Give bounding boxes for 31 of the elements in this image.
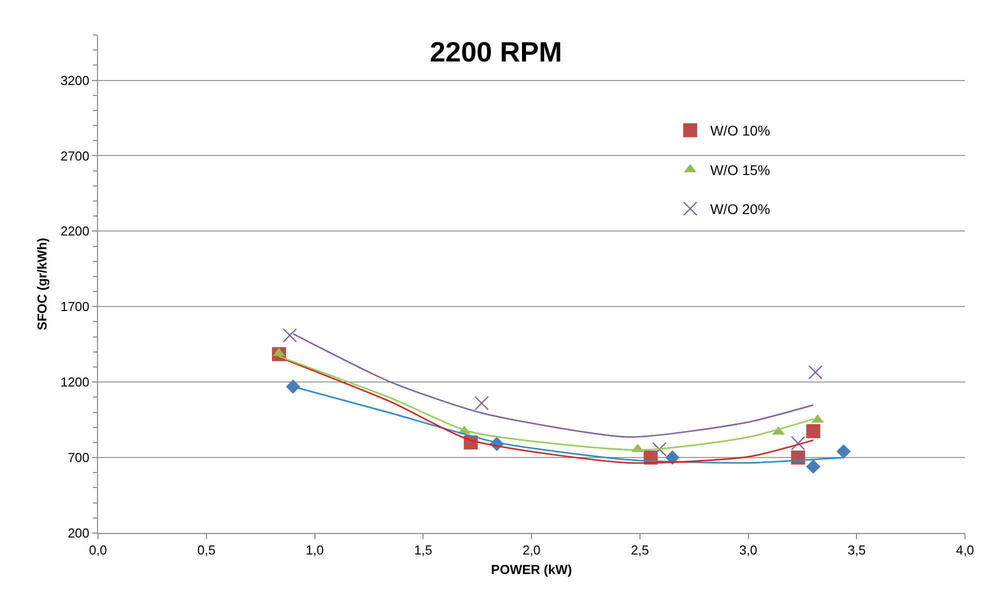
x-tick-label: 2,5: [630, 542, 649, 558]
point: [808, 365, 823, 380]
y-tick-label: 1200: [60, 374, 90, 390]
point: [790, 436, 806, 450]
x-axis-title: POWER (kW): [491, 562, 572, 578]
y-tick-label: 2200: [60, 224, 90, 239]
point: [474, 396, 489, 410]
y-tick-label: 2700: [60, 148, 90, 164]
x-tick-label: 3,5: [848, 542, 866, 558]
point: [806, 459, 820, 474]
point: [836, 444, 851, 459]
point: [286, 379, 300, 394]
legend-label: W/O 15%: [710, 162, 770, 178]
x-tick-label: 1,0: [306, 542, 324, 558]
chart-title: 2200 RPM: [430, 36, 562, 68]
point: [652, 442, 667, 456]
point: [282, 328, 297, 342]
y-axis-title: SFOC (gr/kWh): [34, 238, 50, 330]
x-tick-label: 0,0: [88, 542, 108, 558]
y-tick-label: 200: [68, 526, 90, 541]
x-tick-label: 1,5: [414, 542, 432, 558]
legend-label: W/O 20%: [710, 201, 770, 218]
legend-label: W/O 10%: [710, 122, 770, 139]
x-tick-label: 4,0: [956, 542, 974, 558]
y-tick-label: 3200: [60, 72, 90, 88]
point: [806, 424, 820, 438]
y-tick-label: 1700: [60, 299, 90, 314]
x-tick-label: 2,0: [522, 542, 541, 558]
y-tick-label: 700: [68, 450, 90, 466]
x-tick-label: 3,0: [739, 542, 758, 558]
x-tick-label: 0,5: [197, 542, 216, 558]
